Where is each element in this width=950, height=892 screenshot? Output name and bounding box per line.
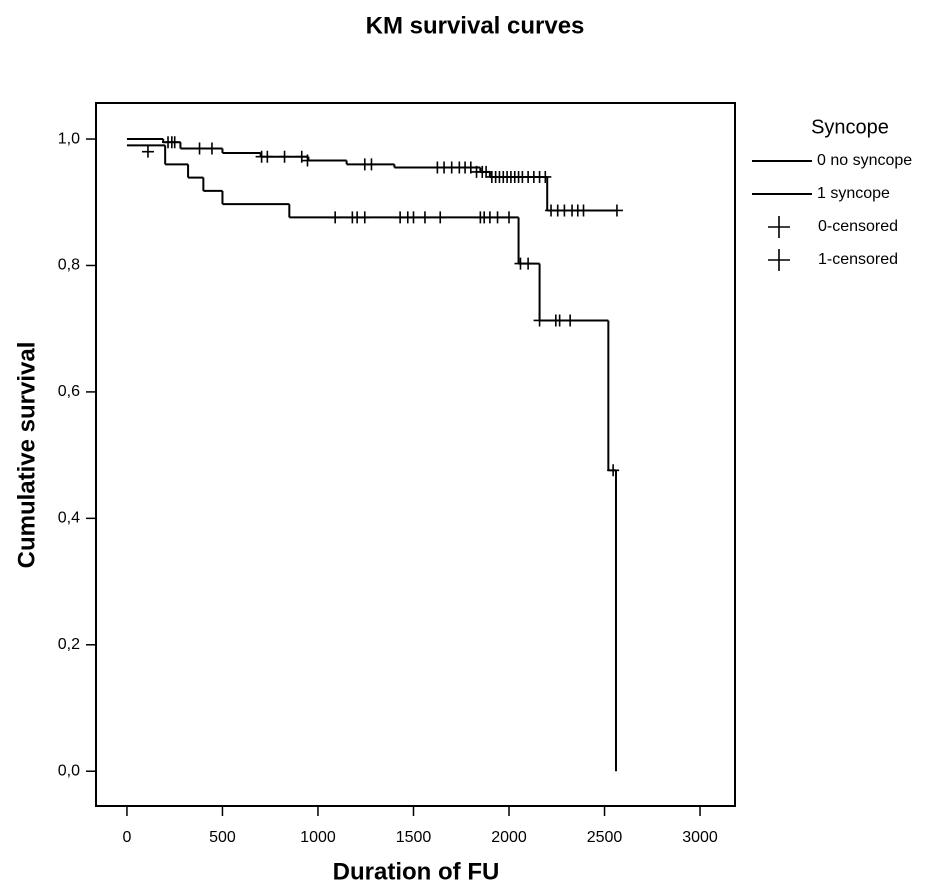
legend-label: 0 no syncope bbox=[817, 152, 912, 169]
censor-mark bbox=[553, 314, 566, 327]
censor-mark bbox=[365, 158, 378, 171]
censor-mark bbox=[610, 204, 623, 217]
y-tick-label: 0,4 bbox=[58, 510, 80, 527]
censor-mark bbox=[141, 145, 154, 158]
legend-title: Syncope bbox=[811, 116, 889, 138]
chart-title: KM survival curves bbox=[366, 12, 585, 39]
censor-mark bbox=[539, 170, 552, 183]
y-tick-label: 1,0 bbox=[58, 130, 80, 147]
censor-mark bbox=[205, 142, 218, 155]
censor-mark bbox=[607, 464, 620, 477]
censor-mark bbox=[193, 142, 206, 155]
censor-mark bbox=[577, 204, 590, 217]
legend-label: 1-censored bbox=[818, 251, 898, 268]
plot-frame bbox=[95, 102, 736, 807]
y-tick-label: 0,6 bbox=[58, 383, 80, 400]
legend-label: 0-censored bbox=[818, 218, 898, 235]
censor-mark bbox=[168, 136, 181, 149]
censor-mark bbox=[503, 211, 516, 224]
censor-mark bbox=[533, 314, 546, 327]
legend-marker bbox=[768, 216, 790, 238]
censor-mark bbox=[301, 154, 314, 167]
y-tick-label: 0,8 bbox=[58, 257, 80, 274]
censor-mark bbox=[434, 211, 447, 224]
x-tick-label: 500 bbox=[209, 829, 236, 846]
censor-mark bbox=[480, 165, 493, 178]
x-tick-label: 0 bbox=[122, 829, 131, 846]
censor-mark bbox=[278, 150, 291, 163]
censor-mark bbox=[564, 314, 577, 327]
x-tick-label: 1500 bbox=[396, 829, 432, 846]
legend-marker bbox=[768, 249, 790, 271]
censor-mark bbox=[261, 150, 274, 163]
censor-mark bbox=[522, 257, 535, 270]
x-axis-label: Duration of FU bbox=[333, 858, 500, 885]
x-tick-label: 3000 bbox=[682, 829, 718, 846]
censor-mark bbox=[407, 211, 420, 224]
x-tick-label: 1000 bbox=[300, 829, 336, 846]
y-axis-label: Cumulative survival bbox=[13, 342, 40, 569]
censor-mark bbox=[418, 211, 431, 224]
x-tick-label: 2500 bbox=[587, 829, 623, 846]
x-tick-label: 2000 bbox=[491, 829, 527, 846]
y-tick-label: 0,2 bbox=[58, 636, 80, 653]
censor-mark bbox=[491, 211, 504, 224]
censor-mark bbox=[329, 211, 342, 224]
legend-label: 1 syncope bbox=[817, 185, 890, 202]
y-tick-label: 0,0 bbox=[58, 762, 80, 779]
censor-mark bbox=[358, 211, 371, 224]
